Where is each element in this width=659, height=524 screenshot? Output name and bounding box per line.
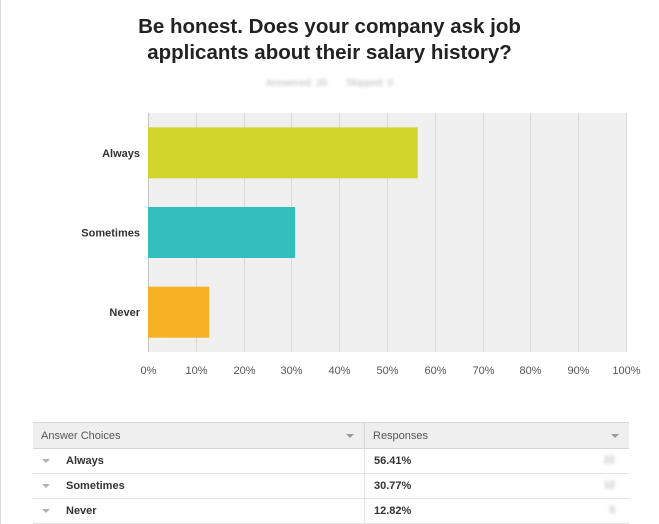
x-tick-label: 20% (233, 365, 255, 377)
page-left-border (0, 0, 1, 524)
answer-choice-cell: Always (33, 449, 365, 473)
category-label: Sometimes (81, 228, 140, 240)
response-percent: 12.82% (374, 505, 412, 517)
expand-caret-icon[interactable] (42, 509, 50, 513)
category-label: Never (109, 307, 140, 319)
answer-choices-header[interactable]: Answer Choices (33, 423, 365, 448)
x-tick-label: 0% (141, 365, 157, 377)
x-tick-label: 80% (519, 365, 541, 377)
responses-table: Answer Choices Responses Always 56.41% 2… (33, 422, 629, 524)
category-label: Always (102, 148, 140, 160)
x-tick-label: 30% (280, 365, 302, 377)
response-percent: 30.77% (374, 480, 412, 492)
responses-header-label: Responses (373, 429, 429, 442)
answer-choice-cell: Sometimes (33, 474, 365, 498)
answer-choices-header-label: Answer Choices (41, 429, 121, 442)
answer-choice-cell: Never (33, 499, 365, 523)
bar-sometimes (148, 207, 296, 258)
bar-chart: 0% 10% 20% 30% 40% 50% 60% 70% 80% 90% 100% Always S… (81, 113, 641, 377)
bar-never (148, 286, 210, 338)
expand-caret-icon[interactable] (42, 484, 50, 488)
answer-choice-label: Always (66, 455, 104, 467)
x-tick-label: 10% (185, 365, 207, 377)
chart-title-line-1: Be honest. Does your company ask job (138, 15, 521, 38)
response-percent: 56.41% (374, 455, 412, 467)
table-header: Answer Choices Responses (33, 422, 629, 449)
expand-caret-icon[interactable] (42, 459, 50, 463)
chart-title: Be honest. Does your company ask job app… (0, 14, 659, 66)
x-tick-label: 70% (472, 365, 494, 377)
response-count: 5 (609, 505, 615, 516)
table-row: Sometimes 30.77% 12 (33, 474, 629, 499)
sort-caret-icon[interactable] (346, 434, 354, 438)
chart-subtitle: Answered: 39 Skipped: 0 (0, 78, 659, 89)
x-tick-label: 90% (567, 365, 589, 377)
x-tick-label: 40% (328, 365, 350, 377)
table-row: Always 56.41% 22 (33, 449, 629, 474)
response-count: 12 (603, 480, 615, 491)
answer-choice-label: Sometimes (66, 480, 125, 492)
x-tick-label: 60% (424, 365, 446, 377)
answered-count: Answered: 39 (265, 78, 328, 89)
bar-always (148, 127, 418, 179)
answer-choice-label: Never (66, 505, 97, 517)
response-cell: 30.77% 12 (365, 474, 629, 498)
sort-caret-icon[interactable] (611, 434, 619, 438)
chart-title-line-2: applicants about their salary history? (147, 41, 512, 64)
x-tick-label: 100% (612, 365, 640, 377)
skipped-count: Skipped: 0 (345, 78, 394, 89)
response-cell: 56.41% 22 (365, 449, 629, 473)
response-count: 22 (603, 455, 615, 466)
table-row: Never 12.82% 5 (33, 499, 629, 524)
x-tick-label: 50% (376, 365, 398, 377)
responses-header[interactable]: Responses (365, 423, 629, 448)
response-cell: 12.82% 5 (365, 499, 629, 523)
